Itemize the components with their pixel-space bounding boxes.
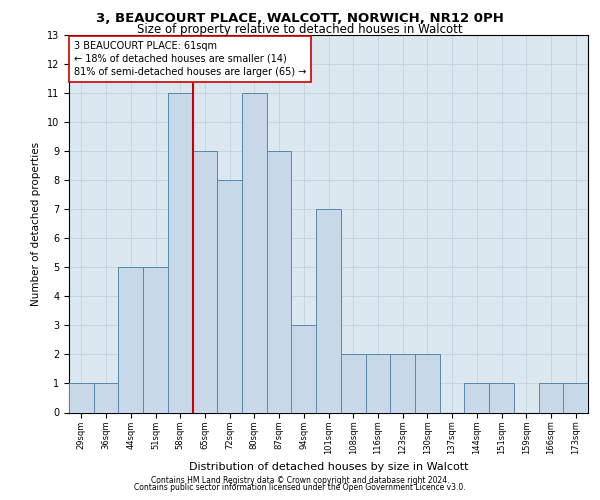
Bar [489, 384, 514, 412]
Bar [267, 151, 292, 412]
Bar [193, 151, 217, 412]
Text: Contains HM Land Registry data © Crown copyright and database right 2024.: Contains HM Land Registry data © Crown c… [151, 476, 449, 485]
Bar [94, 384, 118, 412]
Y-axis label: Number of detached properties: Number of detached properties [31, 142, 41, 306]
Bar [341, 354, 365, 412]
Bar [365, 354, 390, 412]
Text: 3 BEAUCOURT PLACE: 61sqm
← 18% of detached houses are smaller (14)
81% of semi-d: 3 BEAUCOURT PLACE: 61sqm ← 18% of detach… [74, 40, 307, 77]
Bar [464, 384, 489, 412]
Bar [118, 268, 143, 412]
Bar [69, 384, 94, 412]
Bar [539, 384, 563, 412]
Text: 3, BEAUCOURT PLACE, WALCOTT, NORWICH, NR12 0PH: 3, BEAUCOURT PLACE, WALCOTT, NORWICH, NR… [96, 12, 504, 26]
Bar [292, 326, 316, 412]
Text: Contains public sector information licensed under the Open Government Licence v3: Contains public sector information licen… [134, 484, 466, 492]
Bar [415, 354, 440, 412]
Text: Size of property relative to detached houses in Walcott: Size of property relative to detached ho… [137, 22, 463, 36]
Bar [390, 354, 415, 412]
Bar [143, 268, 168, 412]
Bar [242, 93, 267, 412]
X-axis label: Distribution of detached houses by size in Walcott: Distribution of detached houses by size … [189, 462, 468, 472]
Bar [217, 180, 242, 412]
Bar [316, 209, 341, 412]
Bar [168, 93, 193, 412]
Bar [563, 384, 588, 412]
